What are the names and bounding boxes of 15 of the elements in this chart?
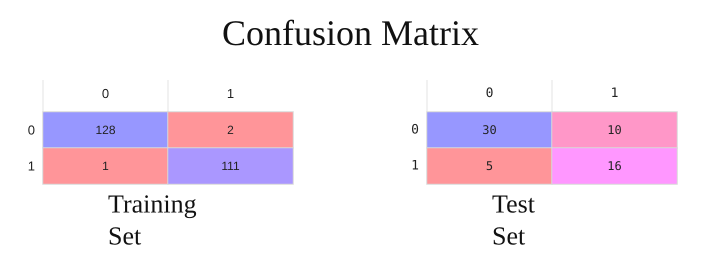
x-tick-label: 0 [102, 86, 110, 101]
x-tick-label: 0 [486, 86, 494, 101]
x-tick-label: 1 [226, 86, 234, 101]
data-label: 2 [227, 123, 234, 137]
data-label: 111 [221, 159, 240, 173]
x-tick-label: 1 [610, 86, 618, 101]
x-axis-title: Training Set [108, 190, 197, 250]
data-label: 16 [607, 159, 622, 173]
chart-title: Confusion Matrix [221, 12, 480, 54]
data-label: 10 [607, 123, 622, 137]
data-label: 30 [482, 123, 497, 137]
data-label: 5 [486, 159, 494, 173]
data-label: 128 [95, 123, 116, 137]
x-axis-title: Test Set [492, 190, 536, 250]
data-label: 1 [102, 159, 110, 173]
